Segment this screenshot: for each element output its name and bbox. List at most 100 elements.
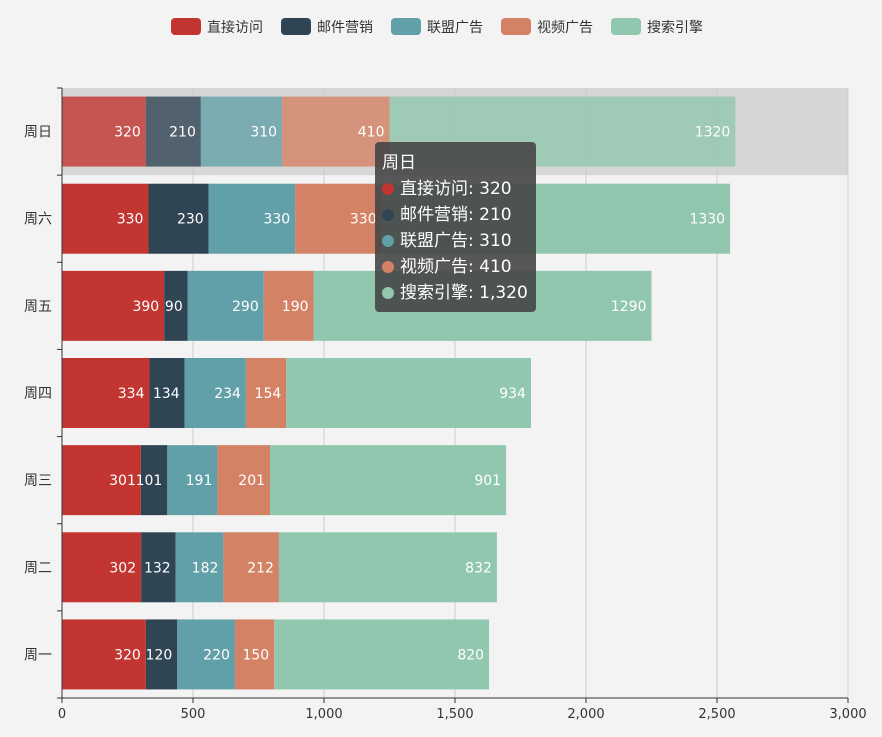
bar-segment[interactable] (145, 619, 178, 690)
bar-segment[interactable] (175, 532, 224, 603)
tooltip-rows: 直接访问: 320 邮件营销: 210 联盟广告: 310 视频广告: 410 搜索引擎… (382, 176, 528, 306)
data-label: 1290 (611, 299, 647, 315)
tooltip-row: 邮件营销: 210 (382, 202, 528, 228)
legend-marker[interactable] (391, 18, 421, 35)
data-label: 101 (136, 473, 163, 489)
bar-segment[interactable] (278, 532, 497, 603)
y-tick-label: 周五 (24, 299, 52, 315)
legend-label[interactable]: 联盟广告 (427, 20, 483, 36)
data-label: 301 (109, 473, 136, 489)
data-label: 334 (118, 386, 145, 402)
tooltip-row-text: 视频广告: 410 (400, 257, 512, 277)
bar-segment[interactable] (270, 445, 507, 516)
data-label: 150 (242, 647, 269, 663)
x-tick-label: 3,000 (829, 707, 866, 722)
data-label: 191 (186, 473, 213, 489)
data-label: 1330 (689, 212, 725, 228)
bar-segment[interactable] (295, 183, 382, 254)
tooltip-row: 联盟广告: 310 (382, 228, 528, 254)
data-label: 134 (153, 386, 180, 402)
bar-segment[interactable] (62, 183, 149, 254)
tooltip-dot-icon (382, 209, 394, 221)
bar-segment[interactable] (62, 358, 150, 428)
x-tick-label: 500 (181, 707, 206, 722)
tooltip-dot-icon (382, 183, 394, 195)
bar-segment[interactable] (62, 445, 141, 516)
legend-label[interactable]: 邮件营销 (317, 20, 373, 36)
tooltip-dot-icon (382, 287, 394, 299)
bar-segment[interactable] (140, 445, 168, 516)
bar-segment[interactable] (62, 619, 146, 690)
bar-segment[interactable] (282, 96, 390, 167)
x-tick-label: 1,500 (436, 707, 473, 722)
data-label: 90 (165, 299, 183, 315)
bar-segment[interactable] (245, 358, 287, 428)
y-tick-label: 周四 (24, 386, 52, 402)
data-label: 212 (247, 560, 274, 576)
data-label: 320 (114, 125, 141, 141)
y-tick-label: 周二 (24, 560, 52, 576)
data-label: 320 (114, 647, 141, 663)
tooltip-row: 视频广告: 410 (382, 254, 528, 280)
bar-segment[interactable] (62, 532, 142, 603)
data-label: 1320 (695, 125, 731, 141)
legend-label[interactable]: 直接访问 (207, 19, 263, 36)
bar-segment[interactable] (141, 532, 176, 603)
data-label: 154 (255, 386, 282, 402)
tooltip-dot-icon (382, 235, 394, 247)
x-tick-label: 0 (58, 707, 66, 722)
bar-segment[interactable] (148, 183, 209, 254)
tooltip: 周日 直接访问: 320 邮件营销: 210 联盟广告: 310 视频广告: 410 搜… (375, 142, 536, 312)
data-label: 220 (203, 647, 230, 663)
legend-label[interactable]: 视频广告 (537, 20, 593, 36)
bar-segment[interactable] (234, 619, 275, 690)
data-label: 820 (457, 647, 484, 663)
x-tick-label: 1,000 (305, 707, 342, 722)
bar-segment[interactable] (200, 96, 283, 167)
data-label: 310 (250, 125, 277, 141)
bar-segment[interactable] (164, 270, 188, 341)
x-tick-label: 2,000 (567, 707, 604, 722)
legend-marker[interactable] (611, 18, 641, 35)
data-label: 210 (169, 125, 196, 141)
bar-segment[interactable] (274, 619, 490, 690)
x-tick-label: 2,500 (698, 707, 735, 722)
y-tick-label: 周六 (24, 212, 52, 228)
bar-segment[interactable] (184, 358, 246, 428)
tooltip-row-text: 联盟广告: 310 (400, 231, 512, 251)
bar-segment[interactable] (208, 183, 296, 254)
data-label: 330 (350, 212, 377, 228)
tooltip-title: 周日 (382, 153, 416, 173)
bar-segment[interactable] (167, 445, 218, 516)
data-label: 330 (263, 212, 290, 228)
bar-segment[interactable] (223, 532, 279, 603)
data-label: 201 (238, 473, 265, 489)
bar-segment[interactable] (149, 358, 185, 428)
y-tick-label: 周一 (24, 647, 52, 663)
data-label: 934 (499, 386, 526, 402)
data-label: 390 (132, 299, 159, 315)
data-label: 182 (192, 560, 219, 576)
bar-segment[interactable] (62, 270, 165, 341)
bar-segment[interactable] (286, 358, 531, 428)
data-label: 230 (177, 212, 204, 228)
bar-segment[interactable] (187, 270, 264, 341)
legend-marker[interactable] (171, 18, 201, 35)
tooltip-row: 搜索引擎: 1,320 (382, 280, 528, 306)
y-tick-label: 周日 (24, 125, 52, 141)
data-label: 234 (214, 386, 241, 402)
legend-marker[interactable] (281, 18, 311, 35)
data-label: 132 (144, 560, 171, 576)
tooltip-dot-icon (382, 261, 394, 273)
legend-label[interactable]: 搜索引擎 (647, 19, 703, 36)
bar-segment[interactable] (62, 96, 146, 167)
bar-segment[interactable] (145, 96, 201, 167)
bar-segment[interactable] (177, 619, 235, 690)
bar-segment[interactable] (217, 445, 271, 516)
data-label: 832 (465, 560, 492, 576)
legend-marker[interactable] (501, 18, 531, 35)
tooltip-row: 直接访问: 320 (382, 176, 528, 202)
bar-segment[interactable] (263, 270, 314, 341)
